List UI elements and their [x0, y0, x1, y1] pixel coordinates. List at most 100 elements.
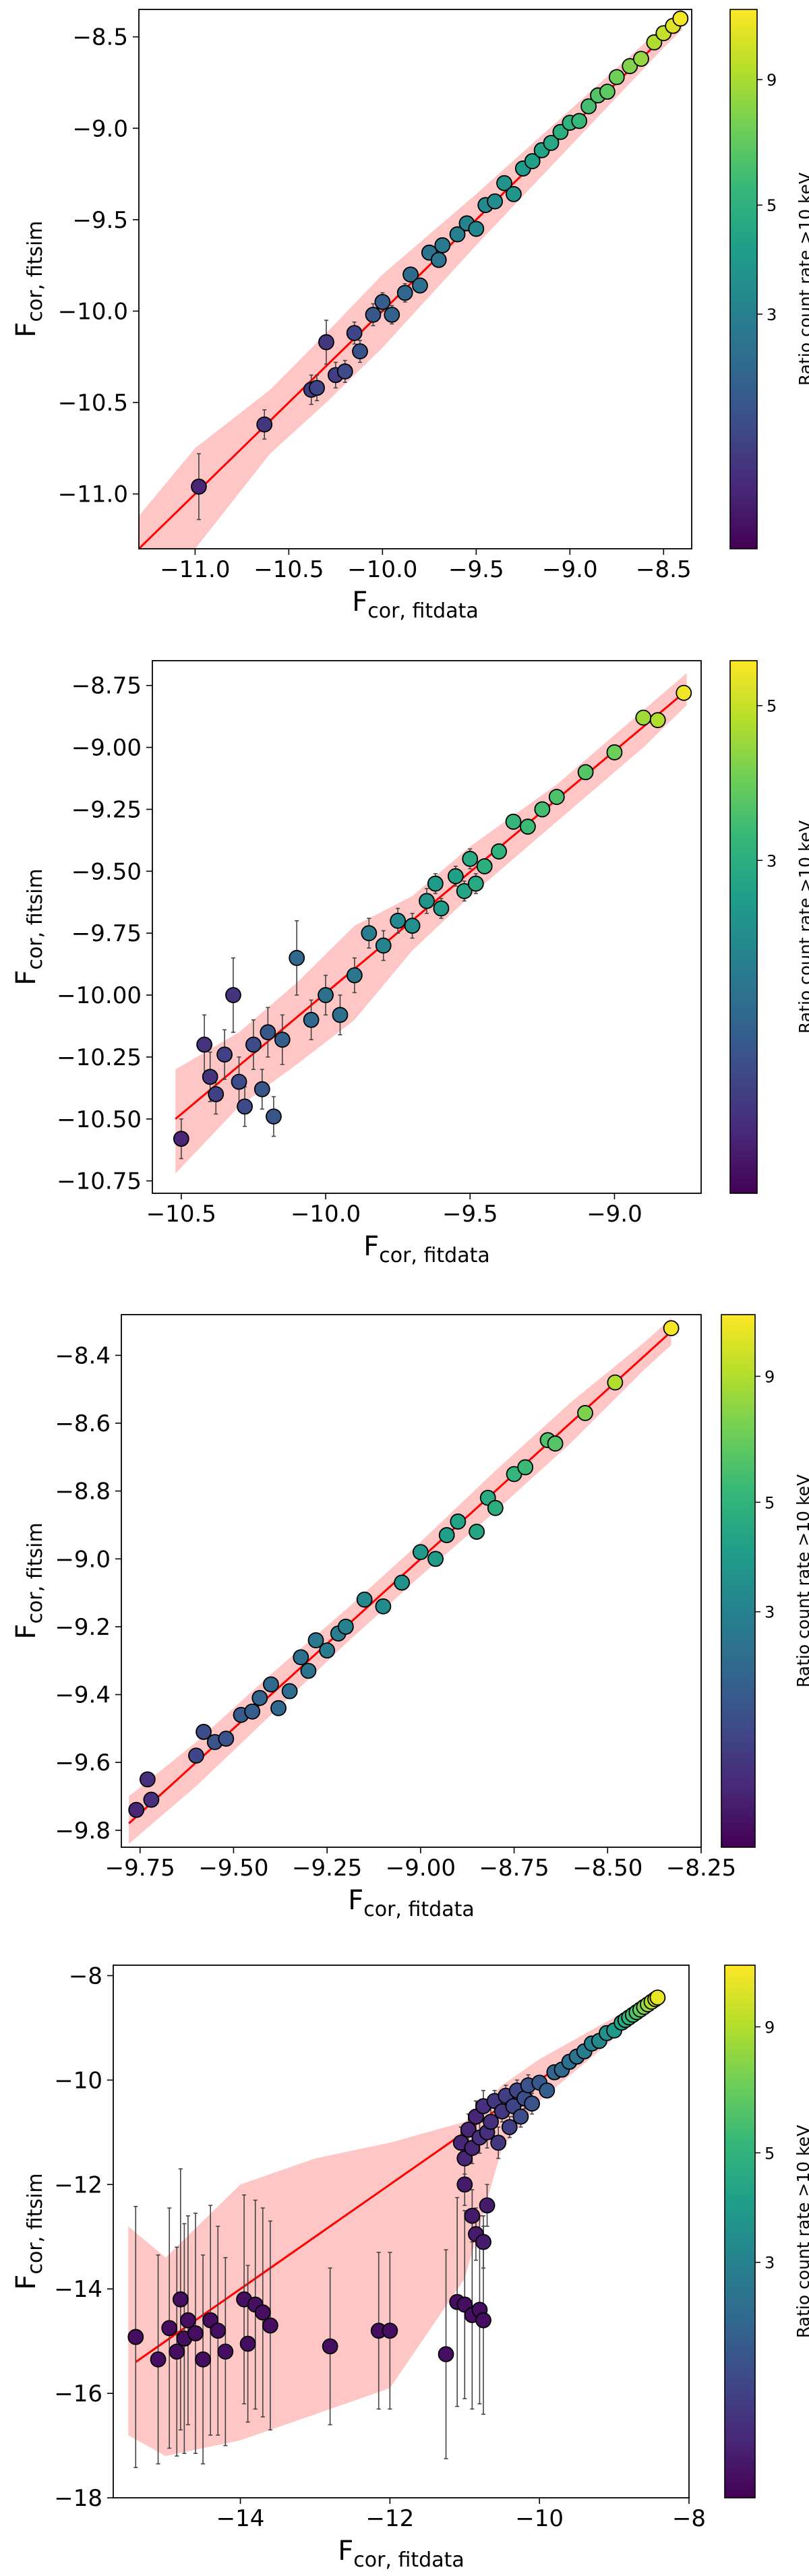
- data-point: [672, 10, 689, 27]
- y-tick-label: −9.0: [72, 115, 128, 142]
- x-tick-label: −9.5: [442, 1201, 498, 1228]
- data-point: [382, 2323, 398, 2339]
- data-point: [187, 2325, 204, 2341]
- colorbar-tick-label: 9: [767, 71, 777, 90]
- x-tick-label: −14: [216, 2505, 265, 2532]
- y-tick-label: −10.0: [58, 298, 128, 325]
- y-tick-label: −10.75: [57, 1168, 142, 1195]
- data-point: [263, 1676, 279, 1693]
- data-point: [191, 478, 207, 495]
- colorbar-label: Ratio count rate >10 keV: [796, 820, 809, 1034]
- plot-area: [173, 673, 692, 1174]
- data-point: [375, 1598, 392, 1615]
- data-point: [352, 343, 368, 360]
- y-tick-label: −9.25: [71, 796, 142, 823]
- data-point: [402, 266, 419, 283]
- data-point: [524, 153, 541, 169]
- data-point: [571, 113, 588, 129]
- data-point: [462, 851, 479, 867]
- colorbar: 3 5 9 Ratio count rate >10 keV: [724, 1965, 809, 2498]
- data-point: [384, 306, 400, 323]
- colorbar-tick-label: 5: [765, 1493, 775, 1512]
- data-point: [143, 1791, 160, 1808]
- y-tick-label: −12: [54, 2171, 102, 2198]
- data-point: [520, 818, 536, 835]
- x-tick-label: −10.0: [291, 1201, 361, 1228]
- data-point: [464, 2207, 481, 2224]
- data-point: [270, 1700, 287, 1716]
- data-point: [427, 875, 444, 892]
- data-point: [433, 900, 450, 917]
- data-point: [139, 1771, 156, 1788]
- data-point: [491, 843, 508, 860]
- data-point: [303, 1011, 320, 1028]
- data-point: [468, 220, 485, 237]
- x-tick-label: −8.5: [636, 556, 692, 583]
- colorbar-gradient: [729, 9, 758, 549]
- data-point: [245, 1036, 262, 1053]
- data-point: [390, 912, 407, 929]
- data-point: [262, 2317, 278, 2334]
- data-point: [505, 813, 522, 830]
- y-tick-label: −11.0: [58, 481, 128, 508]
- data-point: [216, 1046, 233, 1063]
- colorbar-tick-label: 3: [765, 1603, 775, 1622]
- x-tick-label: −9.0: [587, 1201, 642, 1228]
- colorbar: 3 5 9 Ratio count rate >10 keV: [729, 9, 809, 549]
- data-point: [430, 251, 447, 268]
- data-point: [438, 2346, 454, 2362]
- data-point: [456, 882, 473, 899]
- data-point: [365, 306, 382, 323]
- data-point: [412, 277, 428, 294]
- x-tick-label: −10.5: [146, 1201, 216, 1228]
- data-point: [332, 1007, 349, 1023]
- data-point: [251, 1689, 268, 1706]
- data-point: [309, 380, 325, 396]
- data-point: [180, 2312, 196, 2329]
- data-point: [649, 712, 666, 729]
- data-point: [375, 937, 392, 954]
- y-axis-label: Fcor, fitsim: [11, 1522, 47, 1639]
- data-point: [450, 1514, 467, 1530]
- y-tick-label: −9.0: [55, 1546, 111, 1573]
- data-point: [127, 2329, 144, 2345]
- data-point: [469, 1524, 485, 1540]
- data-point: [483, 2114, 499, 2130]
- y-tick-label: −9.75: [71, 920, 142, 947]
- data-point: [419, 893, 435, 909]
- y-tick-label: −8: [69, 1963, 102, 1989]
- data-point: [456, 2176, 473, 2193]
- data-point: [447, 868, 464, 885]
- data-point: [346, 325, 363, 341]
- chart-panel-3: −9.75 −9.50 −9.25 −9.00 −8.75 −8.50 −8.25−9.8−…: [11, 1314, 809, 1921]
- data-point: [487, 193, 504, 210]
- y-tick-label: −10: [54, 2067, 102, 2094]
- x-tick-label: −8.75: [479, 1855, 549, 1882]
- y-tick-label: −10.50: [57, 1106, 142, 1133]
- data-point: [404, 918, 421, 934]
- chart-panel-1: −11.0 −10.5 −10.0 −9.5 −9.0 −8.5 −11.0 −10.5 −10…: [11, 9, 809, 623]
- data-point: [266, 1108, 282, 1125]
- colorbar: 3 5 Ratio count rate >10 keV: [729, 660, 809, 1194]
- y-tick-label: −9.6: [55, 1749, 111, 1776]
- x-tick-label: −8: [672, 2505, 706, 2532]
- data-point: [274, 1031, 291, 1048]
- data-point: [169, 2343, 185, 2360]
- y-tick-label: −9.8: [55, 1818, 111, 1845]
- colorbar-label: Ratio count rate >10 keV: [793, 2125, 809, 2338]
- x-tick-label: −8.50: [572, 1855, 642, 1882]
- data-point: [501, 2119, 518, 2135]
- colorbar-tick-label: 3: [767, 305, 777, 324]
- data-point: [649, 1989, 666, 2006]
- data-point: [293, 1649, 309, 1666]
- data-point: [281, 1683, 298, 1700]
- data-point: [412, 1544, 429, 1561]
- data-point: [188, 1747, 204, 1764]
- data-point: [475, 2312, 491, 2329]
- x-axis-label: Fcor, fitdata: [363, 1231, 490, 1267]
- data-point: [244, 1703, 261, 1720]
- colorbar: 3 5 9 Ratio count rate >10 keV: [721, 1314, 809, 1848]
- data-point: [336, 363, 353, 380]
- chart-panel-4: −14 −12 −10 −8 −18 −16 −14 −12 −10 −8 Fcor, fitdat…: [11, 1963, 809, 2572]
- chart-panel-2: −10.5 −10.0 −9.5 −9.0 −10.75 −10.50 −10.25 −10.…: [11, 660, 809, 1267]
